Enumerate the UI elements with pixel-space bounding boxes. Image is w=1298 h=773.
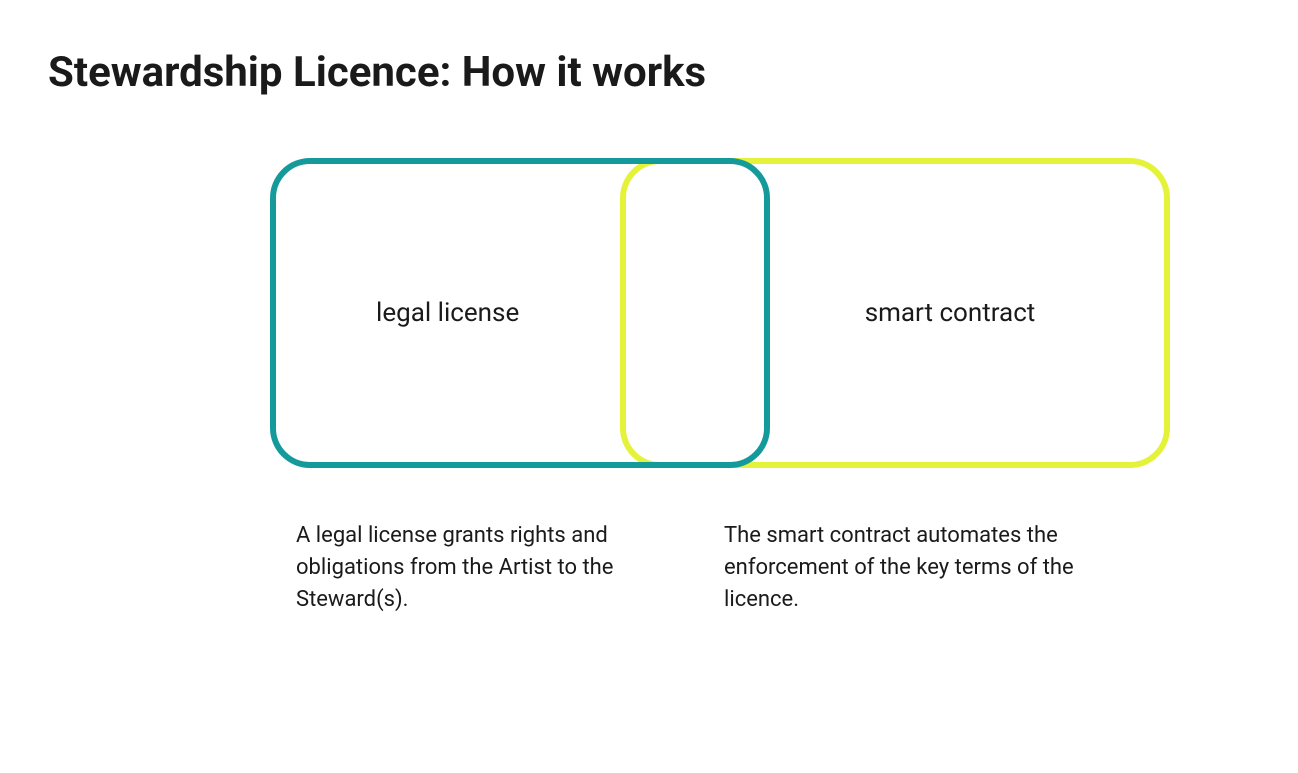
venn-diagram: legal license smart contract — [270, 158, 1170, 468]
smart-contract-description: The smart contract automates the enforce… — [724, 520, 1074, 616]
page-title: Stewardship Licence: How it works — [48, 48, 706, 97]
smart-contract-label: smart contract — [865, 298, 1036, 328]
legal-license-label: legal license — [376, 298, 519, 328]
legal-license-box: legal license — [270, 158, 770, 468]
descriptions-row: A legal license grants rights and obliga… — [296, 520, 1116, 616]
legal-license-description: A legal license grants rights and obliga… — [296, 520, 646, 616]
